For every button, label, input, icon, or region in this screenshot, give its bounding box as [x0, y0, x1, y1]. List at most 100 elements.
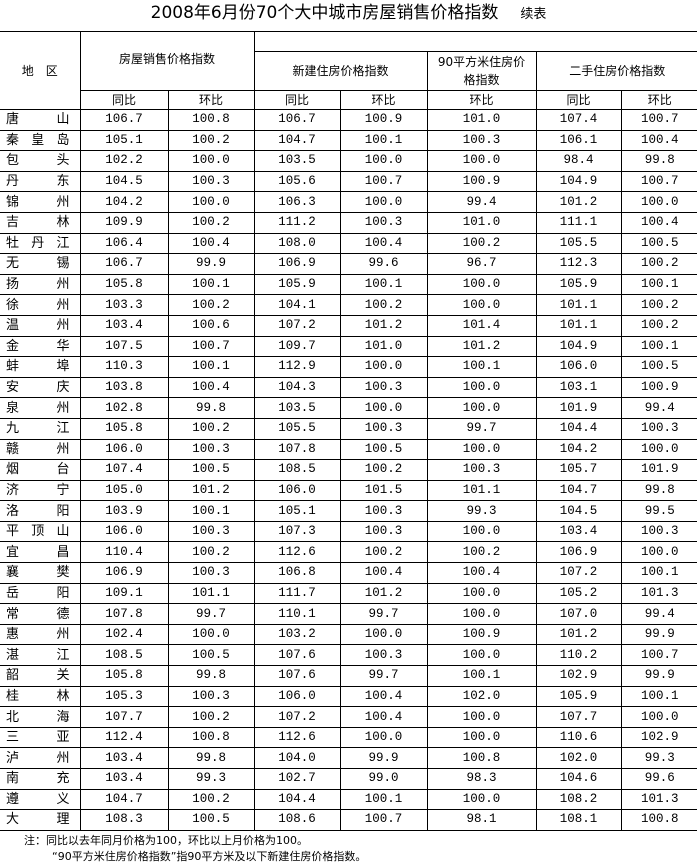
table-row: 赣州 106.0 100.3 107.8 100.5 100.0 104.2 100.0 [0, 438, 697, 461]
header-new-housing-index: 新建住房价格指数 [253, 51, 428, 91]
value-cell: 105.8 [79, 273, 169, 296]
value-cell: 100.5 [167, 459, 255, 481]
value-cell: 101.2 [339, 314, 428, 337]
value-cell: 99.8 [167, 665, 255, 687]
table-row: 三亚 112.4 100.8 112.6 100.0 100.0 110.6 102.9 [0, 726, 697, 749]
table-row: 桂林 105.3 100.3 106.0 100.4 102.0 105.9 100.1 [0, 685, 697, 708]
value-cell: 108.1 [535, 809, 622, 831]
value-cell: 112.6 [253, 726, 341, 749]
value-cell: 100.0 [167, 150, 255, 172]
value-cell: 101.3 [620, 582, 697, 605]
value-cell: 107.7 [79, 706, 169, 728]
table-row: 宜昌 110.4 100.2 112.6 100.2 100.2 106.9 100.0 [0, 541, 697, 564]
value-cell: 103.8 [79, 376, 169, 399]
subheader-mom: 环比 [339, 90, 428, 110]
value-cell: 109.9 [79, 211, 169, 234]
value-cell: 107.6 [253, 665, 341, 687]
value-cell: 106.1 [535, 129, 622, 152]
value-cell: 104.7 [79, 788, 169, 811]
value-cell: 102.0 [535, 747, 622, 769]
value-cell: 106.0 [253, 479, 341, 502]
value-cell: 107.2 [253, 314, 341, 337]
value-cell: 100.7 [620, 109, 697, 131]
value-cell: 100.0 [426, 603, 537, 625]
value-cell: 100.8 [426, 747, 537, 769]
value-cell: 100.0 [426, 150, 537, 172]
value-cell: 110.2 [535, 644, 622, 667]
value-cell: 100.0 [426, 438, 537, 461]
value-cell: 100.1 [620, 273, 697, 296]
value-cell: 108.5 [79, 644, 169, 667]
value-cell: 100.0 [426, 520, 537, 543]
value-cell: 107.6 [253, 644, 341, 667]
value-cell: 104.0 [253, 747, 341, 769]
value-cell: 100.2 [426, 541, 537, 564]
value-cell: 102.9 [620, 726, 697, 749]
value-cell: 106.7 [253, 109, 341, 131]
value-cell: 100.8 [167, 109, 255, 131]
value-cell: 99.8 [620, 479, 697, 502]
value-cell: 98.1 [426, 809, 537, 831]
value-cell: 100.8 [167, 726, 255, 749]
value-cell: 104.2 [79, 191, 169, 213]
region-cell: 锦州 [0, 191, 81, 213]
value-cell: 100.0 [339, 150, 428, 172]
value-cell: 101.2 [426, 335, 537, 358]
region-cell: 大理 [0, 809, 81, 831]
value-cell: 106.8 [253, 562, 341, 584]
value-cell: 100.1 [167, 273, 255, 296]
value-cell: 106.7 [79, 253, 169, 275]
value-cell: 100.3 [620, 520, 697, 543]
value-cell: 106.0 [535, 356, 622, 378]
value-cell: 103.5 [253, 150, 341, 172]
value-cell: 99.8 [167, 747, 255, 769]
region-cell: 金华 [0, 335, 81, 358]
value-cell: 101.9 [620, 459, 697, 481]
value-cell: 99.0 [339, 768, 428, 790]
value-cell: 111.1 [535, 211, 622, 234]
region-cell: 吉林 [0, 211, 81, 234]
table-row: 徐州 103.3 100.2 104.1 100.2 100.0 101.1 100.2 [0, 294, 697, 316]
table-row: 常德 107.8 99.7 110.1 99.7 100.0 107.0 99.4 [0, 603, 697, 625]
value-cell: 100.5 [167, 644, 255, 667]
value-cell: 100.9 [426, 170, 537, 193]
value-cell: 99.6 [339, 253, 428, 275]
region-cell: 惠州 [0, 623, 81, 646]
value-cell: 99.4 [620, 603, 697, 625]
value-cell: 110.3 [79, 356, 169, 378]
value-cell: 100.3 [167, 562, 255, 584]
header-house-sales-index: 房屋销售价格指数 [79, 31, 255, 91]
value-cell: 106.0 [253, 685, 341, 708]
value-cell: 104.5 [79, 170, 169, 193]
note-2: “90平方米住房价格指数”指90平方米及以下新建住房价格指数。 [52, 849, 367, 863]
table-row: 泉州 102.8 99.8 103.5 100.0 100.0 101.9 99.4 [0, 397, 697, 419]
table-row: 烟台 107.4 100.5 108.5 100.2 100.3 105.7 101.9 [0, 459, 697, 481]
value-cell: 105.8 [79, 665, 169, 687]
value-cell: 100.0 [620, 706, 697, 728]
value-cell: 105.0 [79, 479, 169, 502]
region-cell: 岳阳 [0, 582, 81, 605]
region-cell: 襄樊 [0, 562, 81, 584]
table-row: 惠州 102.4 100.0 103.2 100.0 100.9 101.2 99.9 [0, 623, 697, 646]
table-row: 平顶山 106.0 100.3 107.3 100.3 100.0 103.4 100.3 [0, 520, 697, 543]
value-cell: 100.9 [620, 376, 697, 399]
value-cell: 99.5 [620, 500, 697, 522]
value-cell: 100.3 [339, 417, 428, 440]
value-cell: 100.4 [426, 562, 537, 584]
region-cell: 丹东 [0, 170, 81, 193]
table-row: 金华 107.5 100.7 109.7 101.0 101.2 104.9 100.1 [0, 335, 697, 358]
value-cell: 104.7 [535, 479, 622, 502]
value-cell: 100.1 [167, 500, 255, 522]
region-cell: 平顶山 [0, 520, 81, 543]
value-cell: 100.3 [167, 438, 255, 461]
region-cell: 秦皇岛 [0, 129, 81, 152]
region-cell: 扬州 [0, 273, 81, 296]
value-cell: 100.7 [339, 809, 428, 831]
value-cell: 100.7 [167, 335, 255, 358]
value-cell: 104.5 [535, 500, 622, 522]
value-cell: 101.0 [426, 211, 537, 234]
region-cell: 韶关 [0, 665, 81, 687]
region-cell: 唐山 [0, 109, 81, 131]
value-cell: 101.1 [426, 479, 537, 502]
value-cell: 105.1 [253, 500, 341, 522]
